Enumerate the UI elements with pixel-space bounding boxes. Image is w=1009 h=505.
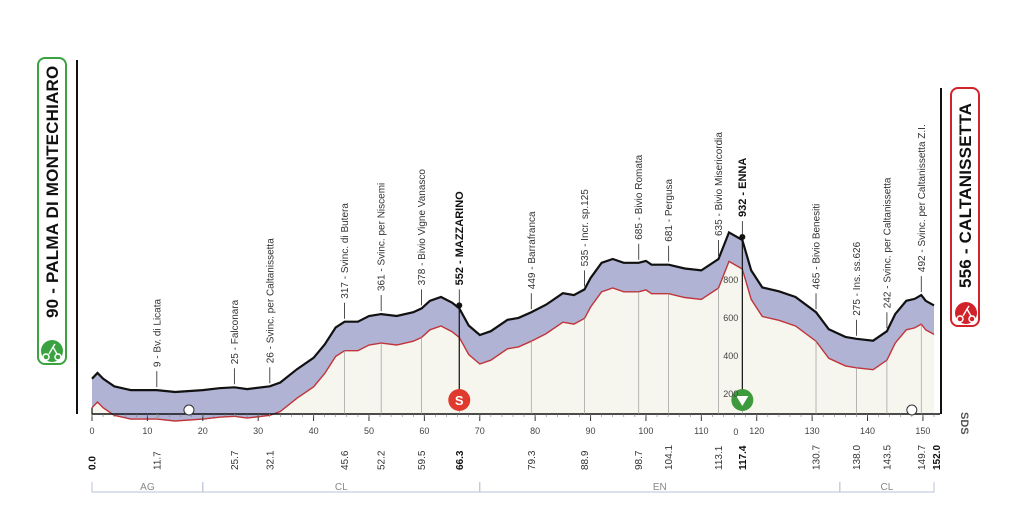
waypoint-km: 143.5 xyxy=(882,445,893,470)
waypoint-km: 88.9 xyxy=(580,450,591,470)
km-tick-label: 110 xyxy=(694,426,708,436)
waypoint-label: 361 - Svinc. per Niscemi xyxy=(377,183,388,291)
waypoint-km: 130.7 xyxy=(812,445,823,470)
profile-ridge-line xyxy=(91,230,935,394)
waypoint-km: 59.5 xyxy=(417,450,428,470)
waypoint-label: 25 - Falconara xyxy=(230,299,241,364)
km-tick-label: 20 xyxy=(198,426,208,436)
waypoint-label: 535 - Incr. sp.125 xyxy=(580,189,591,267)
waypoint-km: 104.1 xyxy=(664,445,675,470)
altitude-tick: 600 xyxy=(723,313,738,323)
km-tick-label: 100 xyxy=(638,426,653,436)
altitude-tick: 400 xyxy=(723,351,738,361)
km-tick-label: 90 xyxy=(586,426,596,436)
waypoint-label: 932 - ENNA xyxy=(737,158,749,217)
province-label: CL xyxy=(335,482,348,493)
km-tick-label: 140 xyxy=(860,426,875,436)
profile-band xyxy=(92,232,934,421)
finish-title: 556 - CALTANISSETTA xyxy=(956,103,975,288)
province-label: CL xyxy=(881,482,894,493)
km-axis: 0 10 20 30 40 50 60 70 80 90 100 110 120 130 140 150 xyxy=(89,414,935,436)
waypoint-km: 98.7 xyxy=(634,450,645,470)
waypoint-km: 138.0 xyxy=(852,445,863,470)
km-tick-label: 10 xyxy=(142,426,152,436)
waypoint-km: 79.3 xyxy=(527,450,538,470)
province-strip: AG CL EN CL xyxy=(91,482,935,493)
waypoint-label: 681 - Pergusa xyxy=(664,178,675,241)
profile-front-edge xyxy=(91,260,935,422)
waypoint-km: 52.2 xyxy=(377,450,388,470)
finish-bike-icon xyxy=(956,305,976,323)
start-bike-icon xyxy=(42,343,62,361)
altitude-tick: 800 xyxy=(723,275,738,285)
waypoint-label: 242 - Svinc. per Caltanissetta xyxy=(882,177,893,308)
waypoint-km: 66.3 xyxy=(455,450,466,470)
start-title: 90 - PALMA DI MONTECHIARO xyxy=(43,66,62,318)
km-tick-label: 40 xyxy=(309,426,319,436)
province-bracket xyxy=(839,482,935,493)
km-tick-label: 130 xyxy=(805,426,820,436)
province-label: AG xyxy=(140,482,155,493)
waypoint-label: 275 - Ins. ss.626 xyxy=(852,241,863,315)
waypoint-km: 117.4 xyxy=(738,445,749,470)
last-km-icon xyxy=(906,404,918,416)
km-tick-label: 60 xyxy=(419,426,429,436)
feed-zone-icon xyxy=(183,404,195,416)
waypoint-label: 552 - MAZZARINO xyxy=(454,191,466,286)
province-label: EN xyxy=(653,482,667,493)
sprint-symbol: S xyxy=(455,393,464,408)
waypoint-label: 465 - Bivio Benesiti xyxy=(812,204,823,290)
waypoint-km: 149.7 xyxy=(917,445,928,470)
start-badge: 90 - PALMA DI MONTECHIARO xyxy=(37,57,67,365)
profile-body xyxy=(92,261,934,421)
sprint-icon xyxy=(448,389,471,411)
waypoint-label: 492 - Svinc. per Caltanissetta Z.I. xyxy=(917,124,928,272)
altitude-tick: 0 xyxy=(733,427,738,437)
waypoint-km: 11.7 xyxy=(152,451,163,470)
kom-triangle-icon xyxy=(736,396,749,406)
km-tick-label: 50 xyxy=(364,426,374,436)
start-km: 0.0 xyxy=(88,456,99,470)
waypoint-km: 45.6 xyxy=(340,450,351,470)
waypoint-km: 113.1 xyxy=(714,445,725,470)
waypoint-label: 9 - Bv. di Licata xyxy=(152,298,163,367)
waypoint-label: 449 - Barrafranca xyxy=(527,211,538,289)
km-tick-label: 150 xyxy=(915,426,930,436)
waypoint-label: 26 - Svinc. per Caltanissetta xyxy=(265,238,276,363)
finish-cyclist-icon xyxy=(955,302,977,324)
waypoint-km: 25.7 xyxy=(230,450,241,470)
finish-km: 152.0 xyxy=(932,445,943,470)
waypoint-km: 32.1 xyxy=(265,450,276,470)
km-tick-label: 120 xyxy=(749,426,764,436)
km-tick-label: 0 xyxy=(89,426,94,436)
altitude-tick: 200 xyxy=(723,389,738,399)
waypoint-label: 378 - Bivio Vigne Vanasco xyxy=(417,169,428,286)
finish-badge: 556 - CALTANISSETTA xyxy=(950,87,980,327)
km-tick-label: 80 xyxy=(530,426,540,436)
km-tick-label: 70 xyxy=(475,426,485,436)
brand-logo: SDS xyxy=(958,412,970,435)
waypoint-labels: 9 - Bv. di Licata 11.7 25 - Falconara 25.7 2… xyxy=(88,124,944,470)
waypoint-label: 317 - Svinc. di Butera xyxy=(340,203,351,299)
waypoint-label: 685 - Bivio Romata xyxy=(634,154,645,239)
km-tick-label: 30 xyxy=(253,426,263,436)
start-cyclist-icon xyxy=(41,340,63,362)
profile-plot: S xyxy=(91,230,940,422)
waypoint-label: 635 - Bivio Misericordia xyxy=(714,132,725,236)
